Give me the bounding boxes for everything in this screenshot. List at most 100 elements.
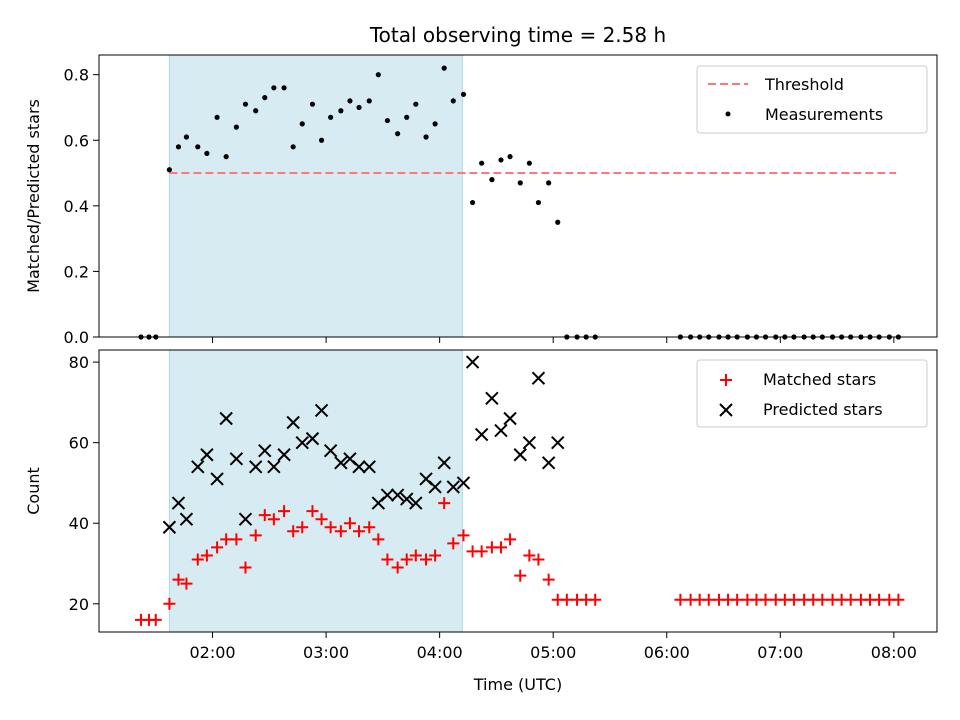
matched-star-point	[542, 573, 555, 586]
measurement-point	[233, 124, 239, 130]
predicted-star-point	[179, 512, 194, 526]
y-tick-label: 80	[69, 353, 89, 372]
measurement-point	[526, 160, 532, 166]
matched-star-point	[249, 529, 262, 542]
predicted-star-point	[400, 492, 414, 506]
matched-star-point	[475, 545, 488, 558]
measurement-point	[366, 98, 372, 104]
predicted-star-point	[522, 435, 537, 450]
matched-star-point	[674, 593, 687, 606]
matched-star-point	[278, 505, 291, 518]
matched-star-point	[532, 553, 545, 566]
ratio-y-ticks: 0.0 0.2 0.4 0.6 0.8	[64, 66, 99, 347]
matched-star-point	[381, 553, 394, 566]
observing-window-shade-top	[168, 54, 463, 338]
matched-star-point	[343, 517, 356, 530]
measurement-point	[469, 199, 476, 206]
y-tick-label: 0.2	[64, 262, 89, 281]
matched-star-point	[438, 497, 451, 510]
measurement-point	[384, 117, 391, 124]
matched-stars-marks	[135, 497, 905, 626]
measurement-point	[489, 177, 495, 183]
predicted-star-point	[219, 411, 233, 426]
predicted-star-point	[409, 496, 423, 510]
predicted-star-point	[456, 476, 471, 490]
y-tick-label: 0.6	[64, 131, 89, 150]
y-tick-label: 0.8	[64, 66, 89, 85]
chart-title: Total observing time = 2.58 h	[369, 23, 666, 47]
y-tick-label: 60	[69, 434, 89, 453]
predicted-star-point	[334, 456, 348, 470]
matched-star-point	[287, 525, 300, 538]
predicted-star-point	[323, 444, 338, 458]
measurement-point	[347, 98, 353, 104]
measurement-point	[413, 101, 419, 107]
measurement-point	[204, 150, 210, 156]
predicted-star-point	[362, 460, 376, 474]
measurement-point	[253, 108, 259, 114]
predicted-star-point	[494, 423, 508, 438]
ratio-panel: 0.00.20.40.60.8 Matched/Predicted stars …	[24, 54, 938, 347]
counts-x-ticks: 02:00 03:00 04:00 05:00 06:00 07:00 08:00	[189, 632, 917, 662]
matched-star-point	[239, 561, 252, 574]
measurement-point	[328, 114, 334, 120]
matched-star-point	[400, 553, 413, 566]
measurement-point	[517, 180, 523, 186]
measurement-point	[498, 157, 504, 163]
predicted-star-point	[162, 520, 177, 534]
predicted-star-point	[551, 435, 565, 450]
matched-star-point	[731, 593, 744, 606]
predicted-star-point	[446, 480, 460, 494]
y-tick-label: 40	[69, 514, 89, 533]
matched-star-point	[409, 549, 422, 562]
matched-star-point	[191, 553, 204, 566]
matched-star-point	[504, 533, 517, 546]
counts-y-axis-label: Count	[24, 467, 43, 515]
counts-y-ticks: 20 40 60 80	[69, 353, 99, 614]
legend-measurements-label: Measurements	[765, 105, 883, 124]
matched-star-point	[589, 593, 602, 606]
matched-star-point	[200, 549, 213, 562]
matched-star-point	[258, 509, 271, 522]
matched-star-point	[457, 529, 470, 542]
counts-legend: Matched stars Predicted stars	[696, 359, 928, 428]
legend-threshold-label: Threshold	[764, 75, 844, 94]
predicted-star-point	[277, 448, 291, 462]
matched-star-point	[267, 513, 280, 526]
predicted-star-point	[437, 456, 451, 470]
matched-star-point	[334, 525, 347, 538]
matched-star-point	[873, 593, 886, 606]
legend-matched-swatch	[720, 374, 732, 386]
matched-star-point	[363, 521, 376, 534]
predicted-star-point	[465, 355, 480, 369]
ratio-x-ticks	[212, 337, 895, 343]
x-axis-label: Time (UTC)	[473, 675, 562, 694]
y-tick-label: 20	[69, 595, 89, 614]
measurement-point	[299, 121, 305, 127]
matched-star-point	[560, 593, 573, 606]
predicted-star-point	[229, 452, 244, 466]
matched-star-point	[429, 549, 442, 562]
x-tick-label: 06:00	[644, 643, 690, 662]
measurement-point	[262, 95, 268, 101]
measurement-point	[183, 134, 190, 140]
matched-star-point	[296, 521, 309, 534]
measurement-point	[555, 219, 561, 225]
measurement-point	[223, 154, 229, 160]
matched-star-point	[391, 561, 404, 574]
predicted-star-point	[171, 496, 186, 510]
matched-star-point	[372, 533, 385, 546]
matched-star-point	[230, 533, 243, 546]
measurement-point	[479, 160, 485, 166]
measurement-point	[395, 131, 401, 137]
legend-matched-label: Matched stars	[763, 370, 876, 389]
x-tick-label: 07:00	[757, 643, 803, 662]
measurement-point	[507, 154, 513, 160]
measurement-point	[375, 72, 381, 78]
measurements-marks	[138, 65, 901, 340]
matched-star-point	[172, 573, 185, 586]
x-tick-label: 05:00	[530, 643, 576, 662]
ratio-y-axis-label: Matched/Predicted stars	[24, 99, 43, 293]
